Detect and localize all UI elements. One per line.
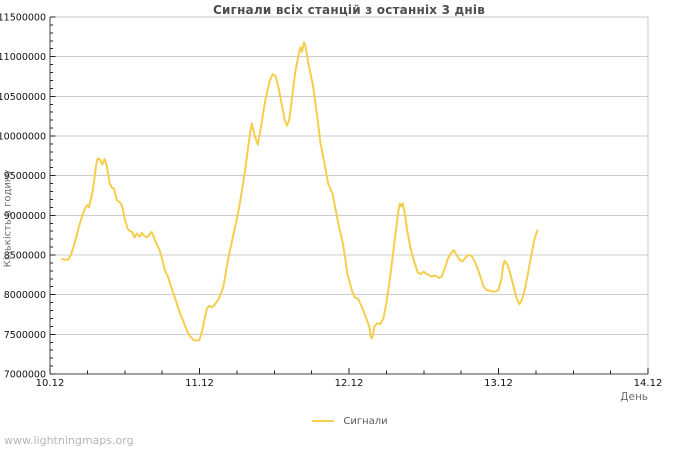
- y-axis-title: Кількість в годину: [2, 169, 14, 268]
- y-tick-label: 9000000: [4, 211, 46, 222]
- x-tick-label: 14.12: [634, 378, 663, 389]
- x-tick-label: 11.12: [185, 378, 214, 389]
- chart-legend: Сигнали: [0, 413, 700, 429]
- x-tick-label: 12.12: [335, 378, 364, 389]
- x-tick-label: 13.12: [484, 378, 513, 389]
- y-tick-label: 9500000: [4, 171, 46, 182]
- y-tick-label: 11500000: [0, 13, 46, 24]
- legend-line-swatch: [312, 420, 335, 422]
- x-axis-title: День: [620, 391, 648, 403]
- legend-series-label: Сигнали: [343, 415, 388, 427]
- series-line-signals: [61, 41, 539, 342]
- y-tick-label: 10000000: [0, 132, 46, 143]
- y-tick-label: 7500000: [4, 330, 46, 341]
- y-tick-label: 10500000: [0, 92, 46, 103]
- chart-title: Сигнали всіх станцій з останніх 3 днів: [212, 3, 486, 17]
- y-tick-label: 8000000: [4, 290, 46, 301]
- x-tick-label: 10.12: [36, 378, 65, 389]
- watermark-link[interactable]: www.lightningmaps.org: [4, 434, 134, 447]
- y-tick-label: 11000000: [0, 52, 46, 63]
- y-tick-label: 8500000: [4, 251, 46, 262]
- y-tick-label: 7000000: [4, 370, 46, 381]
